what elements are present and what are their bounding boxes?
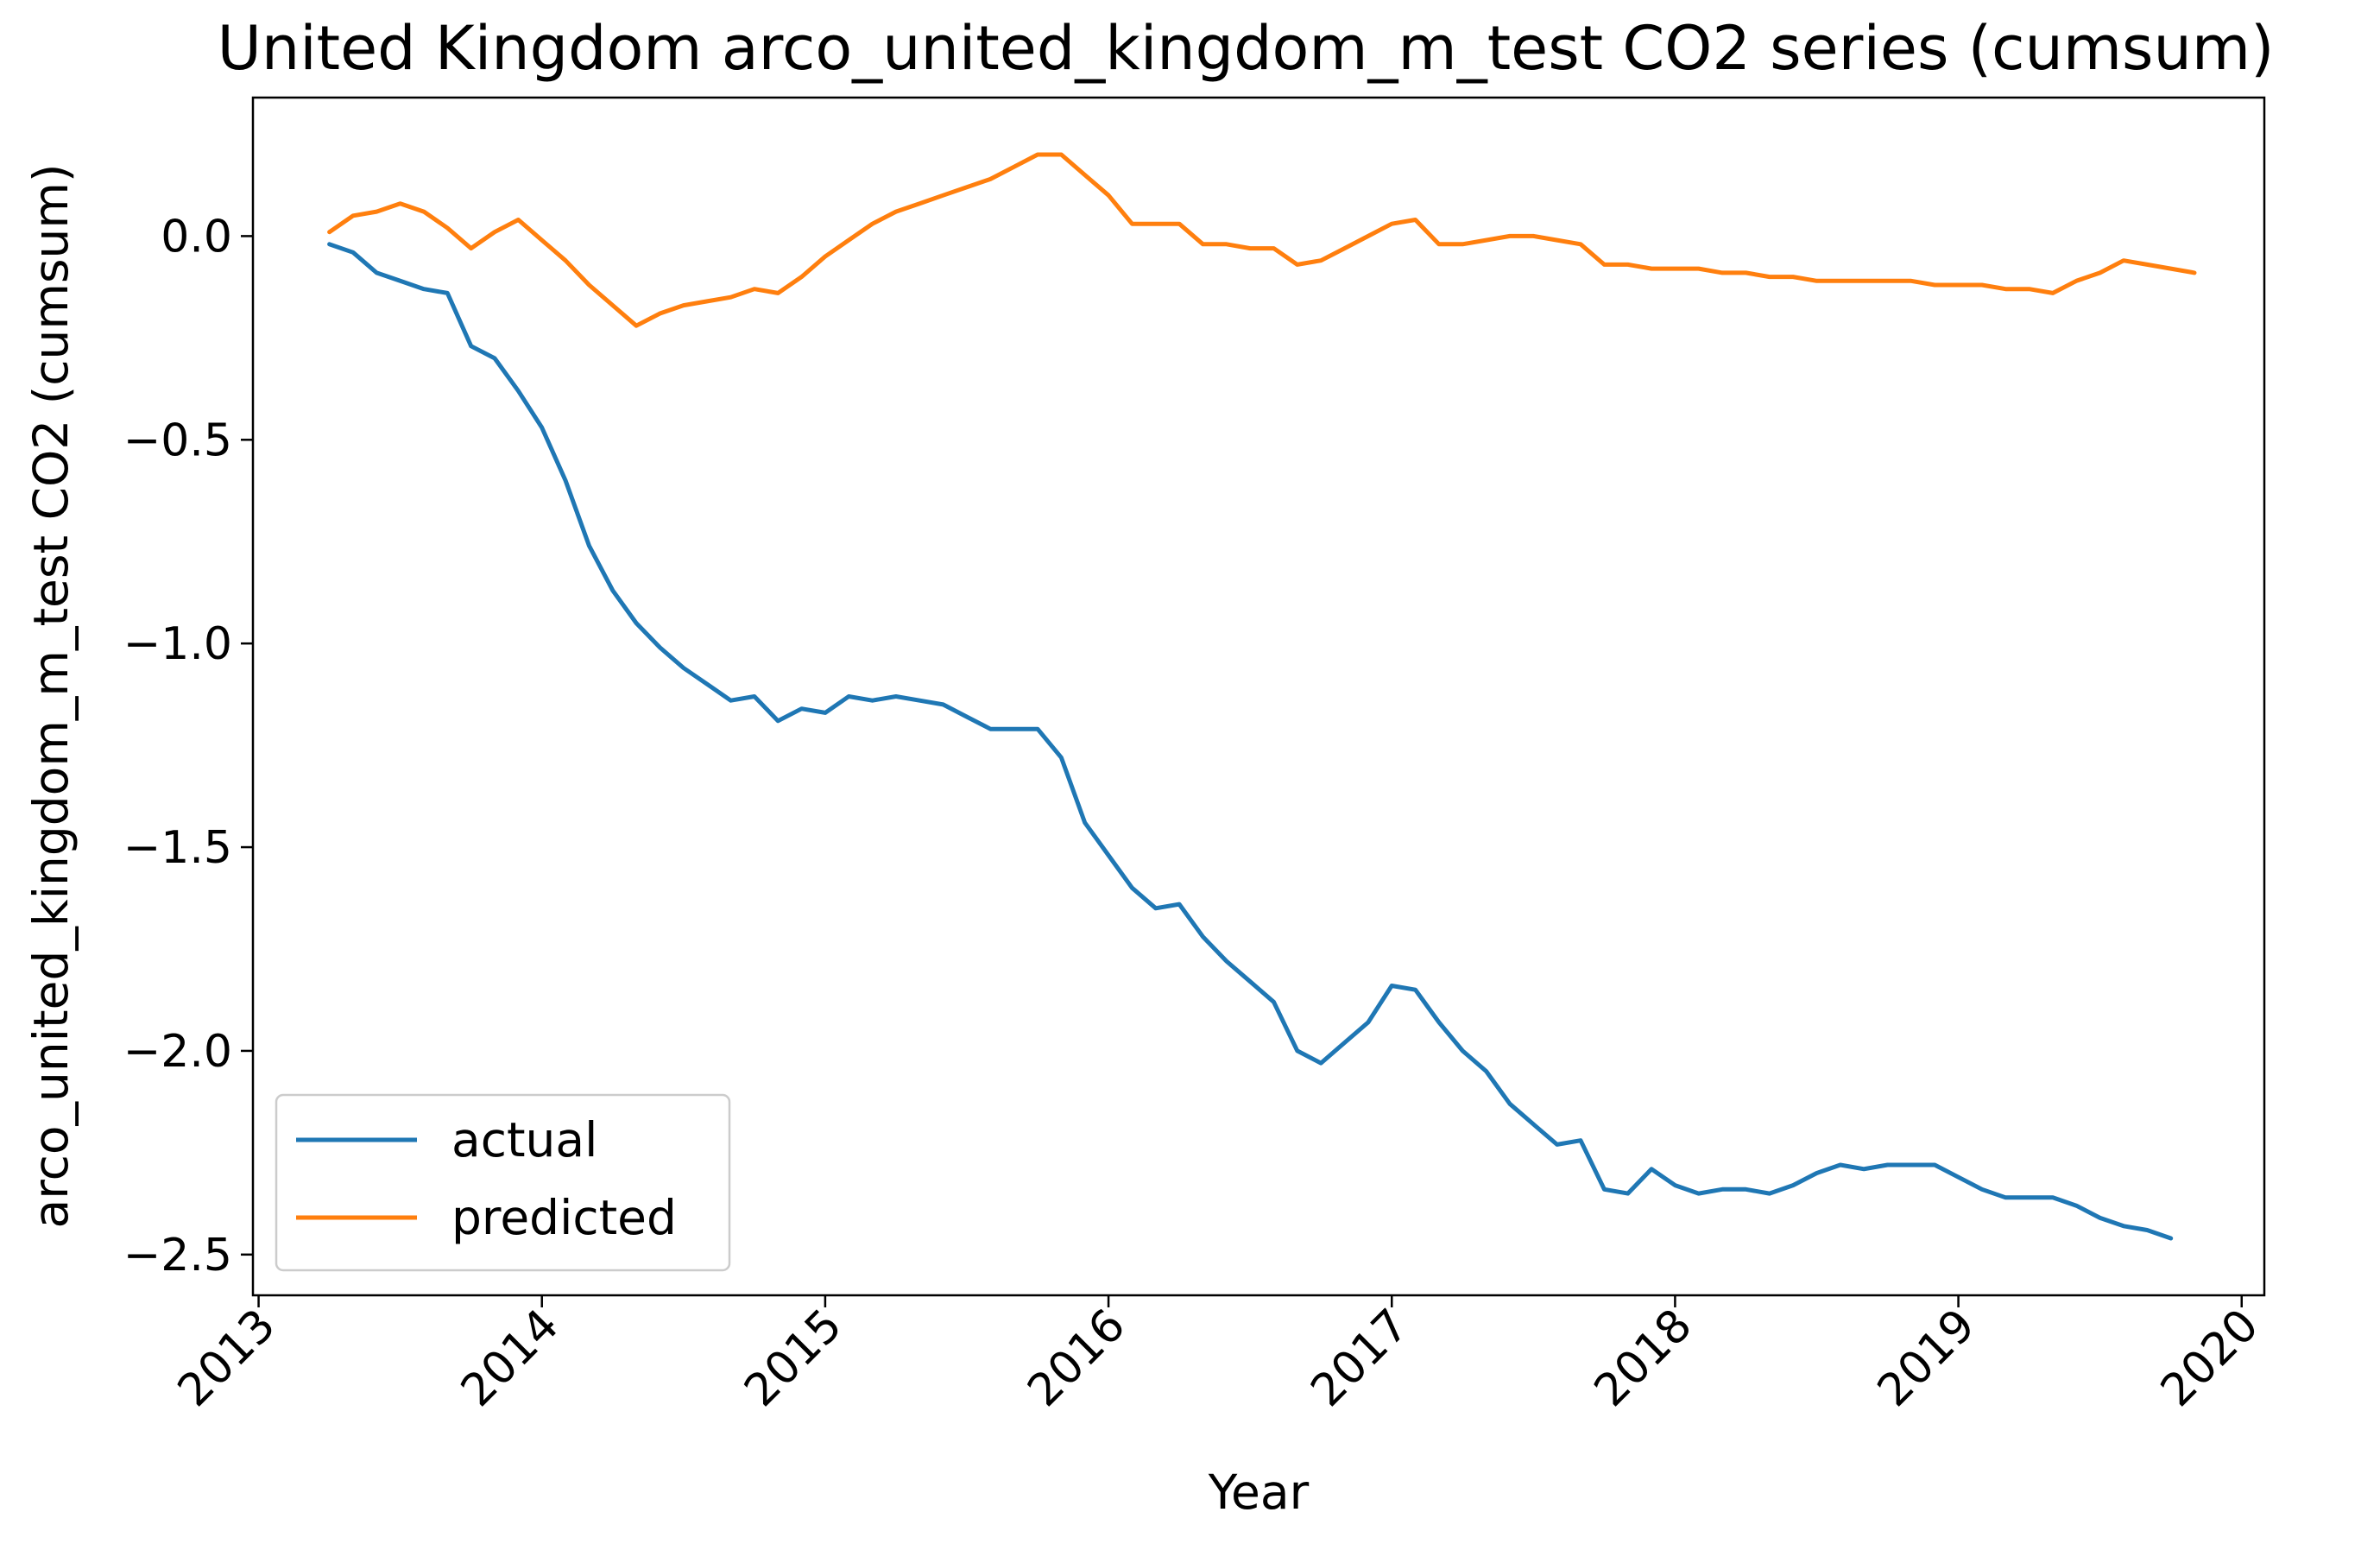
y-tick-label: 0.0 bbox=[161, 211, 232, 263]
legend-label-predicted: predicted bbox=[451, 1190, 677, 1245]
x-tick-label: 2016 bbox=[1018, 1300, 1135, 1417]
x-tick-label: 2020 bbox=[2151, 1300, 2269, 1417]
y-tick-label: −0.5 bbox=[123, 414, 232, 466]
y-tick-label: −1.5 bbox=[123, 822, 232, 874]
x-tick-label: 2013 bbox=[168, 1300, 286, 1417]
x-tick-label: 2018 bbox=[1585, 1300, 1702, 1417]
series-group bbox=[327, 152, 2197, 1241]
legend: actual predicted bbox=[275, 1093, 731, 1272]
y-tick-label: −2.0 bbox=[123, 1026, 232, 1078]
y-axis-label: arco_united_kingdom_m_test CO2 (cumsum) bbox=[23, 164, 79, 1229]
x-axis-label: Year bbox=[1208, 1465, 1310, 1520]
x-tick-label: 2014 bbox=[451, 1300, 569, 1417]
plot-frame bbox=[251, 96, 2266, 1297]
legend-label-actual: actual bbox=[451, 1112, 597, 1167]
x-tick-label: 2019 bbox=[1868, 1300, 1985, 1417]
y-tick-label: −1.0 bbox=[123, 618, 232, 670]
x-tick-label: 2015 bbox=[735, 1300, 852, 1417]
chart-title: United Kingdom arco_united_kingdom_m_tes… bbox=[218, 13, 2275, 84]
series-line-actual bbox=[327, 242, 2174, 1241]
x-tick-label: 2017 bbox=[1301, 1300, 1418, 1417]
series-line-predicted bbox=[327, 152, 2197, 328]
y-tick-label: −2.5 bbox=[123, 1230, 232, 1281]
